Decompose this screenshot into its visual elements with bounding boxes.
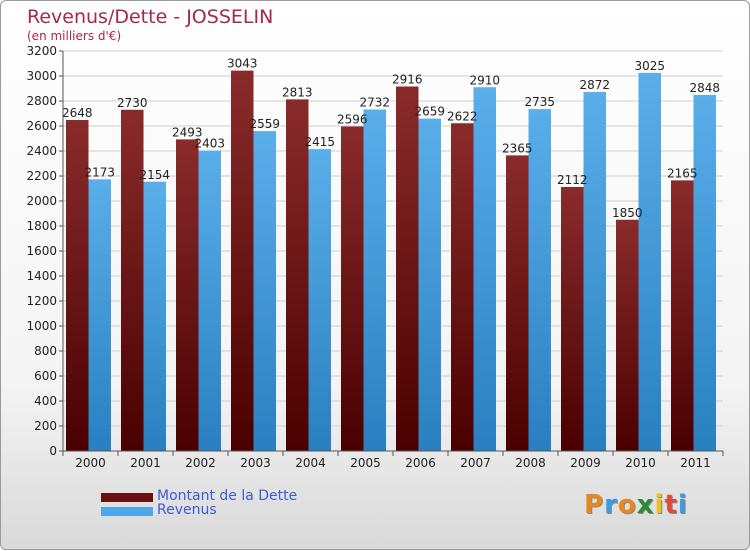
logo-letter: P: [584, 490, 605, 520]
y-tick-label: 2600: [26, 119, 57, 133]
x-tick-label: 2008: [515, 456, 546, 470]
bar-revenus-2002: [198, 150, 221, 451]
legend-swatch-revenus: [101, 507, 153, 516]
chart-subtitle: (en milliers d'€): [27, 29, 122, 43]
bar-debt-2001: [121, 109, 144, 451]
bar-revenus-2008: [528, 109, 551, 451]
y-tick-label: 400: [34, 394, 57, 408]
bar-revenus-2009: [583, 92, 606, 451]
data-label-debt-2004: 2813: [282, 85, 313, 99]
y-tick-label: 1400: [26, 269, 57, 283]
data-label-revenus-2001: 2154: [139, 168, 170, 182]
x-tick-label: 2007: [460, 456, 491, 470]
x-tick-label: 2006: [405, 456, 436, 470]
bar-revenus-2005: [363, 109, 386, 451]
bar-debt-2007: [451, 123, 474, 451]
bars: [66, 70, 716, 451]
bar-debt-2003: [231, 70, 254, 451]
data-label-debt-2011: 2165: [667, 166, 698, 180]
logo-letter: x: [636, 490, 655, 520]
legend-label-debt: Montant de la Dette: [157, 488, 298, 504]
x-tick-label: 2009: [570, 456, 601, 470]
x-tick-label: 2011: [680, 456, 711, 470]
x-tick-label: 2003: [240, 456, 271, 470]
y-tick-label: 3000: [26, 69, 57, 83]
bar-revenus-2011: [693, 95, 716, 451]
y-tick-label: 200: [34, 419, 57, 433]
data-label-revenus-2008: 2735: [524, 95, 555, 109]
bar-revenus-2001: [143, 181, 166, 451]
chart-title: Revenus/Dette - JOSSELIN: [27, 6, 274, 28]
y-tick-label: 800: [34, 344, 57, 358]
y-tick-label: 1600: [26, 244, 57, 258]
data-label-debt-2002: 2493: [172, 125, 203, 139]
bar-debt-2000: [66, 120, 89, 451]
bar-debt-2006: [396, 86, 419, 451]
data-label-revenus-2005: 2732: [359, 96, 390, 110]
data-label-debt-2000: 2648: [62, 106, 93, 120]
data-label-debt-2006: 2916: [392, 73, 423, 87]
y-tick-label: 2200: [26, 169, 57, 183]
bar-debt-2009: [561, 187, 584, 451]
data-label-debt-2003: 3043: [227, 57, 258, 71]
data-label-debt-2009: 2112: [557, 173, 588, 187]
bar-revenus-2010: [638, 72, 661, 451]
bar-debt-2002: [176, 139, 199, 451]
logo-letter: o: [617, 490, 637, 520]
logo-letter: i: [677, 490, 688, 520]
data-label-revenus-2003: 2559: [249, 117, 280, 131]
bar-revenus-2004: [308, 149, 331, 451]
data-label-revenus-2006: 2659: [414, 105, 445, 119]
y-tick-label: 2000: [26, 194, 57, 208]
x-tick-label: 2005: [350, 456, 381, 470]
data-label-debt-2005: 2596: [337, 113, 368, 127]
x-tick-label: 2000: [75, 456, 106, 470]
legend-swatch-debt: [101, 493, 153, 502]
x-tick-label: 2002: [185, 456, 216, 470]
data-label-debt-2001: 2730: [117, 96, 148, 110]
logo-letter: r: [604, 490, 618, 520]
axes: 0 200 400 600 800 1000 1200 1400 1600 1800 2000 220…: [26, 44, 724, 470]
y-tick-label: 2800: [26, 94, 57, 108]
bar-debt-2011: [671, 180, 694, 451]
legend-label-revenus: Revenus: [157, 502, 217, 518]
data-label-revenus-2004: 2415: [304, 135, 335, 149]
data-label-revenus-2011: 2848: [689, 81, 720, 95]
data-label-revenus-2002: 2403: [194, 137, 225, 151]
x-tick-label: 2004: [295, 456, 326, 470]
logo-letter: t: [664, 490, 678, 520]
data-label-revenus-2009: 2872: [579, 78, 610, 92]
proxiti-logo: Proxiti: [584, 490, 688, 520]
grid-lines: [63, 50, 723, 427]
bar-debt-2004: [286, 99, 309, 451]
bar-revenus-2006: [418, 118, 441, 451]
data-label-debt-2010: 1850: [612, 206, 643, 220]
logo-letter: i: [654, 490, 665, 520]
y-tick-label: 600: [34, 369, 57, 383]
x-tick-label: 2010: [625, 456, 656, 470]
y-tick-label: 1800: [26, 219, 57, 233]
y-tick-label: 1000: [26, 319, 57, 333]
x-tick-label: 2001: [130, 456, 161, 470]
bar-revenus-2000: [88, 179, 111, 451]
y-tick-label: 1200: [26, 294, 57, 308]
bar-revenus-2007: [473, 87, 496, 451]
y-tick-label: 0: [49, 444, 57, 458]
bar-debt-2005: [341, 126, 364, 451]
data-label-revenus-2000: 2173: [84, 165, 115, 179]
bar-debt-2008: [506, 155, 529, 451]
y-tick-label: 2400: [26, 144, 57, 158]
data-label-debt-2007: 2622: [447, 109, 478, 123]
data-label-revenus-2007: 2910: [469, 73, 500, 87]
bar-debt-2010: [616, 219, 639, 451]
data-label-debt-2008: 2365: [502, 141, 533, 155]
bar-revenus-2003: [253, 131, 276, 451]
data-label-revenus-2010: 3025: [634, 59, 665, 73]
y-tick-label: 3200: [26, 44, 57, 58]
